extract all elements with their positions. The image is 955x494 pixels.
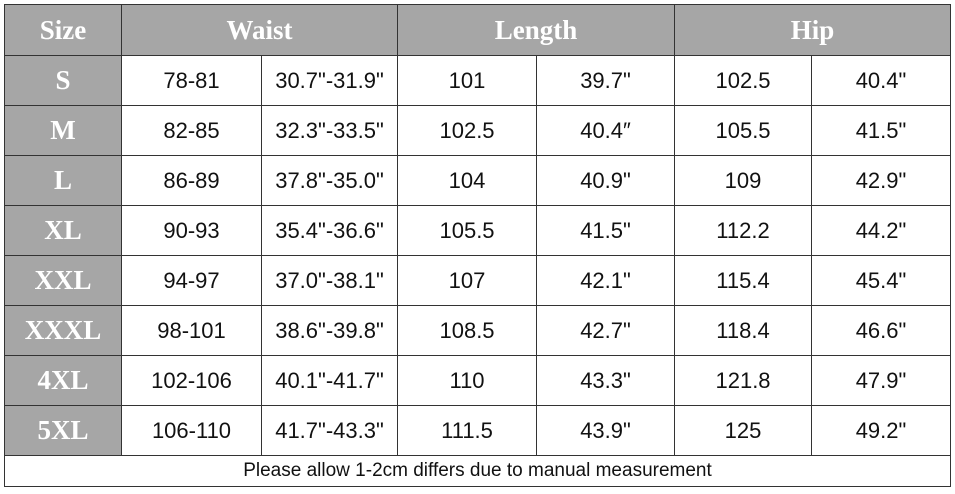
measurement-cell: 107 xyxy=(397,255,538,306)
measurement-cell: 102-106 xyxy=(121,355,262,406)
measurement-cell: 40.1"-41.7" xyxy=(260,355,399,406)
measurement-cell: 38.6"-39.8" xyxy=(260,305,399,356)
footer-row: Please allow 1-2cm differs due to manual… xyxy=(3,455,952,487)
measurement-cell: 109 xyxy=(674,155,813,206)
measurement-cell: 102.5 xyxy=(674,55,813,106)
measurement-cell: 115.4 xyxy=(674,255,813,306)
measurement-cell: 39.7" xyxy=(536,55,676,106)
measurement-cell: 110 xyxy=(397,355,538,406)
size-label: M xyxy=(4,105,122,156)
header-row: Size Waist Length Hip xyxy=(4,4,952,56)
size-label: XXL xyxy=(4,255,122,306)
header-cell: Size xyxy=(4,4,122,56)
measurement-cell: 101 xyxy=(397,55,538,106)
measurement-cell: 49.2" xyxy=(811,405,952,456)
measurement-cell: 32.3"-33.5" xyxy=(260,105,399,156)
measurement-cell: 125 xyxy=(674,405,813,456)
measurement-cell: 41.5" xyxy=(536,205,676,256)
measurement-cell: 104 xyxy=(397,155,538,206)
measurement-cell: 82-85 xyxy=(121,105,262,156)
measurement-cell: 108.5 xyxy=(397,305,538,356)
measurement-cell: 43.9" xyxy=(536,405,676,456)
measurement-cell: 94-97 xyxy=(121,255,262,306)
header-cell: Hip xyxy=(674,4,952,56)
measurement-cell: 42.9" xyxy=(811,155,952,206)
measurement-cell: 37.0"-38.1" xyxy=(260,255,399,306)
table-body: Size Waist Length Hip S 78-81 30.7"-31.9" 101 39… xyxy=(3,4,952,487)
size-label: L xyxy=(4,155,122,206)
measurement-cell: 86-89 xyxy=(121,155,262,206)
size-table: Size Waist Length Hip S 78-81 30.7"-31.9" 101 39… xyxy=(3,4,952,487)
table-row: XL 90-93 35.4"-36.6" 105.5 41.5" 112.2 44.2" xyxy=(4,205,952,256)
measurement-cell: 112.2 xyxy=(674,205,813,256)
measurement-cell: 47.9" xyxy=(811,355,952,406)
measurement-cell: 118.4 xyxy=(674,305,813,356)
table-row: M 82-85 32.3"-33.5" 102.5 40.4″ 105.5 41.5" xyxy=(4,105,952,156)
table-row: L 86-89 37.8"-35.0" 104 40.9" 109 42.9" xyxy=(4,155,952,206)
measurement-cell: 37.8"-35.0" xyxy=(260,155,399,206)
size-label: 5XL xyxy=(4,405,122,456)
size-label: S xyxy=(4,55,122,106)
table-row: XXL 94-97 37.0"-38.1" 107 42.1" 115.4 45.4" xyxy=(4,255,952,306)
table-row: 4XL 102-106 40.1"-41.7" 110 43.3" 121.8 47.9" xyxy=(4,355,952,406)
measurement-cell: 105.5 xyxy=(397,205,538,256)
measurement-cell: 42.1" xyxy=(536,255,676,306)
measurement-cell: 44.2" xyxy=(811,205,952,256)
measurement-cell: 45.4" xyxy=(811,255,952,306)
measurement-cell: 46.6" xyxy=(811,305,952,356)
measurement-cell: 111.5 xyxy=(397,405,538,456)
measurement-cell: 42.7" xyxy=(536,305,676,356)
measurement-cell: 40.4″ xyxy=(536,105,676,156)
measurement-cell: 90-93 xyxy=(121,205,262,256)
measurement-cell: 41.5" xyxy=(811,105,952,156)
table-row: XXXL 98-101 38.6"-39.8" 108.5 42.7" 118.4 46.6… xyxy=(4,305,952,356)
footnote: Please allow 1-2cm differs due to manual… xyxy=(3,455,952,487)
measurement-cell: 35.4"-36.6" xyxy=(260,205,399,256)
measurement-cell: 78-81 xyxy=(121,55,262,106)
table-row: 5XL 106-110 41.7"-43.3" 111.5 43.9" 125 49.2" xyxy=(4,405,952,456)
size-label: XL xyxy=(4,205,122,256)
measurement-cell: 30.7"-31.9" xyxy=(260,55,399,106)
header-cell: Waist xyxy=(120,4,399,56)
measurement-cell: 43.3" xyxy=(536,355,676,406)
measurement-cell: 41.7"-43.3" xyxy=(260,405,399,456)
size-label: 4XL xyxy=(4,355,122,406)
measurement-cell: 105.5 xyxy=(674,105,813,156)
header-cell: Length xyxy=(397,4,676,56)
table-row: S 78-81 30.7"-31.9" 101 39.7" 102.5 40.4" xyxy=(4,55,952,106)
measurement-cell: 106-110 xyxy=(121,405,262,456)
size-label: XXXL xyxy=(4,305,122,356)
measurement-cell: 98-101 xyxy=(121,305,262,356)
measurement-cell: 40.9" xyxy=(536,155,676,206)
measurement-cell: 102.5 xyxy=(397,105,538,156)
size-chart: Size Waist Length Hip S 78-81 30.7"-31.9" 101 39… xyxy=(3,4,952,487)
measurement-cell: 121.8 xyxy=(674,355,813,406)
measurement-cell: 40.4" xyxy=(811,55,952,106)
